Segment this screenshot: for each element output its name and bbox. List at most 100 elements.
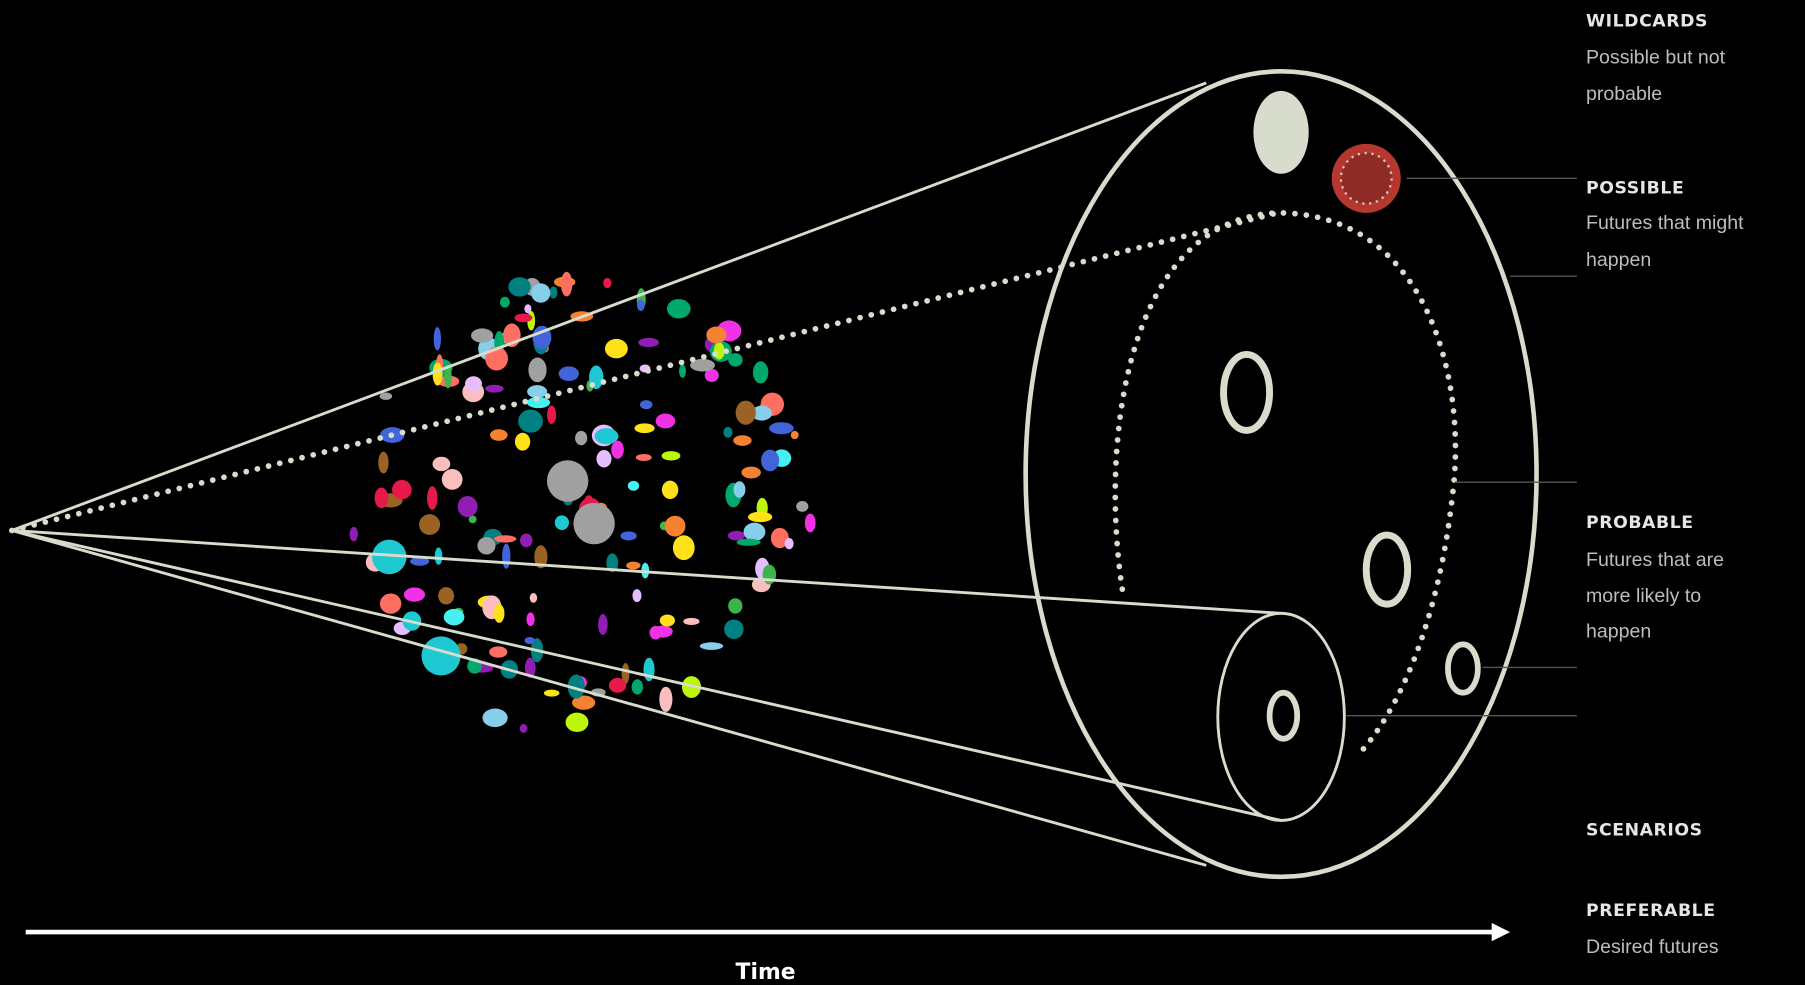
cluster (639, 400, 653, 410)
cluster (741, 466, 761, 479)
ring (1266, 689, 1301, 742)
cluster (620, 531, 637, 541)
cluster (379, 593, 402, 614)
cluster (485, 384, 504, 393)
label-description: Futures that are (1586, 549, 1724, 571)
cluster (493, 604, 505, 623)
cluster (604, 338, 628, 359)
cluster (661, 480, 679, 500)
cluster (528, 357, 547, 383)
cluster (432, 362, 443, 386)
cluster (532, 325, 552, 350)
label-title: SCENARIOS (1586, 820, 1703, 840)
cluster (666, 299, 691, 319)
cluster (632, 589, 642, 603)
cluster (434, 547, 443, 565)
cluster (603, 277, 612, 289)
cluster (596, 450, 612, 468)
cluster (489, 646, 508, 658)
cluster (543, 689, 560, 697)
label-description: Possible but not (1586, 46, 1726, 68)
cluster (499, 296, 510, 308)
cluster (723, 426, 733, 438)
cluster (392, 479, 412, 500)
cluster (728, 353, 743, 367)
cluster (524, 636, 536, 644)
cluster (421, 636, 461, 676)
cluster (661, 451, 681, 461)
cluster (626, 561, 641, 570)
cluster (471, 328, 494, 343)
cluster (611, 440, 624, 459)
cluster (652, 625, 673, 638)
label-title: PROBABLE (1586, 513, 1694, 533)
possible-edge (8, 210, 1281, 534)
cluster (606, 553, 619, 573)
cone-base (1023, 69, 1539, 880)
cluster (565, 712, 589, 733)
cluster (636, 299, 645, 311)
cluster (761, 449, 780, 472)
cluster (526, 396, 551, 409)
cone-edge (11, 81, 1207, 532)
possible-ring (1112, 210, 1459, 761)
cluster (733, 481, 746, 498)
cluster (482, 708, 508, 728)
cluster (706, 326, 727, 344)
cluster (728, 598, 743, 614)
cluster (526, 612, 535, 627)
arrow-head (1491, 922, 1511, 942)
cluster (659, 614, 675, 627)
cluster (572, 695, 596, 710)
cluster (699, 642, 724, 650)
label-title: WILDCARDS (1586, 11, 1708, 31)
cluster (769, 422, 794, 435)
cluster (560, 271, 573, 297)
cluster (638, 337, 659, 348)
cluster (751, 405, 773, 421)
cluster (547, 405, 557, 424)
cluster (724, 619, 744, 639)
cluster (672, 535, 695, 561)
cluster (549, 286, 558, 299)
cluster (558, 366, 579, 382)
cluster (527, 385, 548, 399)
cluster (444, 364, 452, 389)
cluster (490, 429, 508, 441)
label-title: PREFERABLE (1586, 901, 1716, 921)
cluster (531, 283, 551, 303)
cluster (735, 400, 756, 425)
cluster (664, 515, 686, 537)
cluster (554, 515, 569, 530)
cone-edge (11, 529, 1207, 867)
cluster (713, 342, 725, 360)
cluster (790, 430, 799, 440)
cluster (796, 500, 809, 512)
cluster (374, 487, 389, 509)
scenario-edge (11, 529, 1282, 615)
cluster (432, 456, 451, 472)
cluster (635, 454, 652, 461)
cluster (683, 617, 700, 626)
cluster (598, 614, 608, 635)
cluster (468, 515, 477, 524)
cluster (770, 527, 789, 549)
cluster (349, 526, 358, 542)
virus-icon (1331, 143, 1401, 213)
label-description: Futures that might (1586, 212, 1744, 234)
label-description: Desired futures (1586, 936, 1719, 958)
cluster (438, 587, 455, 605)
cluster (784, 537, 794, 550)
cluster (743, 522, 766, 542)
cluster (514, 313, 533, 323)
cluster (679, 364, 686, 378)
ring (1220, 350, 1274, 434)
cluster (433, 327, 441, 351)
label-description: more likely to (1586, 585, 1701, 607)
cluster (573, 502, 615, 545)
cluster (594, 428, 619, 445)
label-description: happen (1586, 249, 1651, 271)
cluster (441, 468, 463, 490)
cluster (465, 376, 482, 392)
cluster (608, 677, 627, 693)
